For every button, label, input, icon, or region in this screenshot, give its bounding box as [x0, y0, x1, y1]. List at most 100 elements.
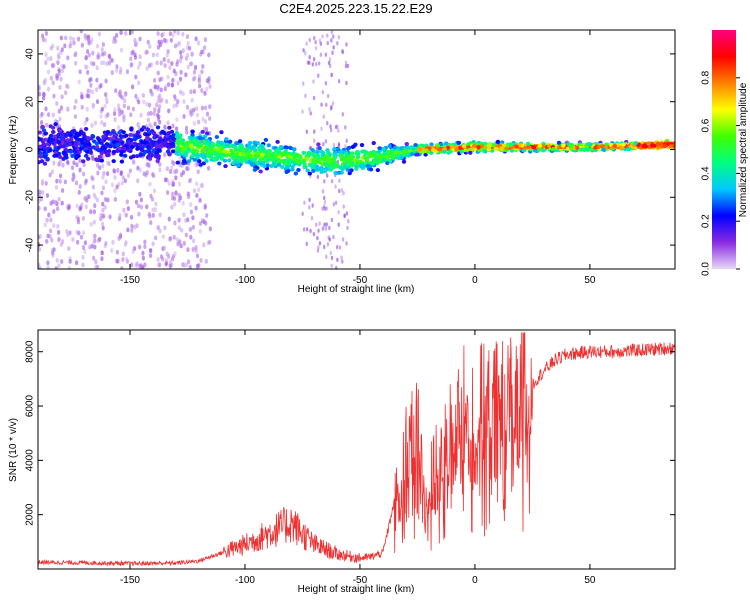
spectrogram-cell — [208, 239, 212, 245]
spectrogram-cell — [139, 197, 144, 203]
spectrogram-cell — [177, 225, 181, 231]
spectrogram-cell — [328, 57, 332, 62]
spectrogram-cell — [646, 141, 651, 146]
spectrogram-cell — [186, 52, 190, 58]
spectrogram-cell — [192, 69, 196, 75]
spectrogram-cell — [365, 151, 370, 156]
spectrogram-cell — [175, 117, 179, 123]
spectrogram-cell — [307, 171, 313, 176]
spectrogram-cell — [180, 138, 186, 143]
spectrogram-cell — [168, 169, 173, 175]
spectrogram-cell — [48, 148, 53, 153]
spectrogram-cell — [200, 149, 205, 154]
spectrogram-cell — [136, 122, 140, 127]
spectrogram-cell — [213, 156, 219, 161]
spectrogram-cell — [320, 153, 325, 158]
spectrogram-cell — [217, 149, 222, 154]
spectrogram-cell — [201, 155, 207, 160]
spectrogram-cell — [139, 204, 144, 210]
spectrogram-cell — [313, 138, 316, 144]
spectrogram-cell — [77, 189, 81, 195]
spectrogram-cell — [112, 111, 117, 117]
spectrogram-cell — [110, 130, 115, 135]
spectrogram-cell — [178, 133, 183, 138]
spectrogram-cell — [551, 146, 556, 151]
spectrogram-cell — [120, 95, 124, 100]
spectrogram-cell — [110, 182, 115, 188]
spectrogram-cell — [198, 197, 202, 203]
spectrogram-cell — [143, 171, 147, 177]
spectrogram-cell — [44, 106, 48, 112]
spectrogram-cell — [349, 168, 354, 173]
spectrogram-cell — [166, 130, 172, 135]
spectrogram-cell — [100, 190, 104, 196]
spectrogram-cell — [401, 159, 407, 164]
spectrogram-cell — [180, 227, 184, 233]
spectrogram-cell — [50, 125, 56, 130]
spectrogram-cell — [85, 135, 91, 140]
spectrogram-cell — [77, 79, 81, 85]
spectrogram-cell — [85, 34, 90, 40]
spectrogram-cell — [84, 55, 89, 60]
spectrogram-cell — [67, 142, 73, 147]
spectrogram-cell — [309, 163, 315, 168]
spectrogram-cell — [107, 60, 111, 66]
spectrogram-cell — [47, 212, 51, 218]
spectrogram-cell — [381, 146, 386, 151]
spectrogram-cell — [537, 143, 543, 148]
spectrogram-cell — [197, 159, 202, 164]
spectrogram-cell — [447, 149, 453, 154]
spectrogram-cell — [117, 146, 123, 151]
spectrogram-cell — [135, 154, 140, 159]
spectrogram-cell — [177, 151, 182, 156]
spectrogram-cell — [73, 143, 78, 148]
spectrogram-cell — [56, 145, 61, 150]
spectrogram-cell — [231, 161, 236, 166]
spectrogram-cell — [214, 134, 220, 139]
spectrogram-cell — [186, 247, 190, 253]
spectrogram-cell — [152, 77, 157, 83]
spectrogram-cell — [163, 225, 167, 231]
spectrogram-cell — [318, 221, 321, 226]
spectrogram-cell — [163, 63, 167, 68]
spectrogram-cell — [173, 251, 177, 257]
spectrogram-cell — [459, 149, 464, 154]
spectrogram-cell — [83, 240, 87, 246]
spectrogram-cell — [325, 102, 328, 108]
spectrogram-cell — [58, 84, 62, 90]
spectrogram-cell — [302, 48, 305, 53]
spectrogram-cell — [196, 162, 200, 167]
spectrogram-cell — [67, 204, 71, 210]
spectrogram-cell — [76, 36, 81, 42]
spectrogram-cell — [167, 108, 171, 114]
spectrogram-cell — [40, 33, 45, 39]
spectrogram-cell — [134, 74, 138, 80]
spectrogram-cell — [138, 54, 142, 60]
spectrogram-cell — [149, 220, 153, 225]
spectrogram-cell — [97, 154, 103, 159]
spectrogram-cell — [63, 179, 67, 185]
spectrogram-cell — [167, 253, 171, 259]
spectrogram-cell — [114, 68, 119, 73]
spectrogram-cell — [556, 140, 562, 145]
spectrogram-cell — [61, 162, 65, 168]
spectrogram-cell — [315, 150, 320, 155]
spectrogram-cell — [294, 158, 300, 163]
spectrogram-cell — [153, 84, 157, 90]
spectrogram-cell — [334, 124, 338, 130]
spectrogram-cell — [125, 69, 130, 75]
spectrogram-cell — [251, 162, 256, 167]
spectrogram-cell — [406, 153, 411, 158]
spectrogram-cell — [107, 161, 111, 167]
spectrogram-cell — [205, 111, 210, 117]
spectrogram-cell — [311, 168, 316, 173]
spectrogram-cell — [324, 81, 328, 86]
spectrogram-cell — [265, 158, 270, 163]
spectrogram-cell — [43, 77, 47, 83]
spectrogram-cell — [301, 158, 307, 163]
spectrogram-cell — [317, 61, 321, 66]
spectrogram-cell — [172, 68, 176, 74]
spectrogram-cell — [115, 32, 119, 38]
spectrogram-cell — [326, 93, 330, 99]
spectrogram-cell — [119, 47, 124, 53]
